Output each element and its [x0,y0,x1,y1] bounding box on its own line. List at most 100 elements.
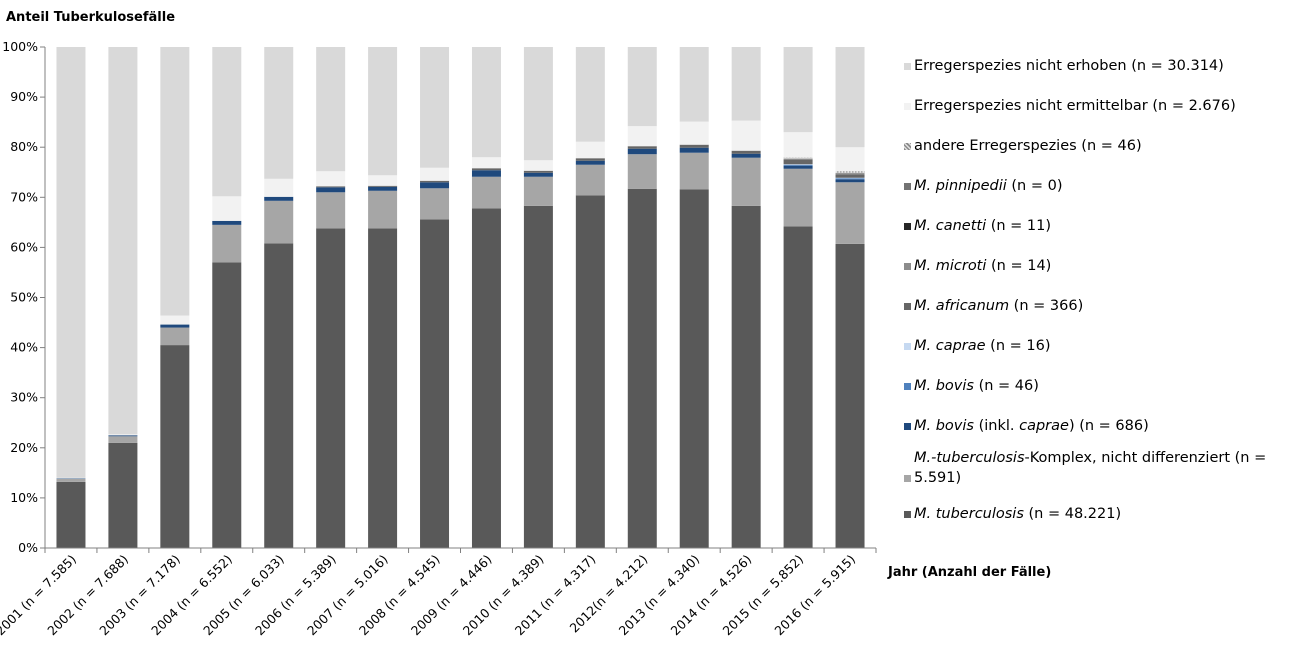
bar-segment-andere-16 [835,171,865,174]
bar-segment-nicht_erhoben-6 [316,47,346,172]
bar-segment-africanum-12 [627,146,657,149]
legend-swatch [904,223,911,230]
bar-segment-tb-14 [731,205,761,548]
bar-segment-nicht_ermittelbar-11 [575,141,605,159]
bar-segment-tb-1 [56,481,86,548]
bar-segment-africanum-9 [471,168,501,171]
y-tick-label: 70% [10,189,38,204]
bar-segment-nicht_ermittelbar-12 [627,126,657,147]
bar-segment-caprae-15 [783,164,813,165]
legend-swatch [904,511,911,518]
legend-nicht-erhoben: Erregerspezies nicht erhoben (n = 30.314… [904,56,1288,76]
y-tick-label: 30% [10,390,38,405]
bar-segment-nicht_erhoben-14 [731,47,761,121]
y-tick-label: 10% [10,490,38,505]
bar-segment-mtbc-6 [316,192,346,229]
bar-segment-mtbc-9 [471,176,501,209]
bar-segment-bovis_caprae-11 [575,160,605,165]
bar-segment-africanum-16 [835,174,865,178]
bar-segment-tb-3 [160,345,190,548]
bar-segment-mtbc-15 [783,168,813,227]
bar-segment-bovis_caprae-7 [368,186,398,191]
bar-segment-africanum-7 [368,185,398,187]
bar-segment-nicht_ermittelbar-2 [108,434,138,436]
bar-segment-nicht_ermittelbar-7 [368,175,398,186]
bar-segment-bovis_caprae-1 [56,478,86,479]
bar-segment-nicht_erhoben-3 [160,47,190,316]
bar-segment-tb-11 [575,195,605,549]
bar-segment-mtbc-3 [160,327,190,346]
legend-swatch [904,303,911,310]
legend-swatch [904,183,911,190]
bar-segment-tb-6 [316,228,346,549]
bar-segment-nicht_erhoben-10 [523,47,553,161]
bar-segment-nicht_erhoben-1 [56,47,86,478]
bar-segment-africanum-13 [679,144,709,148]
bar-segment-nicht_erhoben-12 [627,47,657,127]
bar-segment-tb-12 [627,188,657,548]
legend-canetti: M. canetti (n = 11) [904,216,1288,236]
bar-segment-nicht_erhoben-8 [420,47,450,168]
bar-segment-nicht_ermittelbar-10 [523,160,553,171]
y-tick-label: 60% [10,239,38,254]
bar-segment-mtbc-13 [679,152,709,190]
stacked-bar-chart: 0%10%20%30%40%50%60%70%80%90%100%2001 (n… [0,39,877,638]
y-tick-label: 0% [18,540,38,555]
legend-bovis: M. bovis (n = 46) [904,376,1288,396]
bar-segment-nicht_ermittelbar-16 [835,147,865,172]
bar-segment-tb-13 [679,189,709,548]
legend-label: M. tuberculosis (n = 48.221) [914,506,1122,522]
bar-segment-nicht_erhoben-7 [368,47,398,176]
bar-segment-tb-10 [523,205,553,548]
legend-label: M. canetti (n = 11) [914,218,1052,234]
bar-segment-canetti-15 [783,158,813,160]
y-tick-label: 40% [10,340,38,355]
legend-bovis-caprae: M. bovis (inkl. caprae) (n = 686) [904,416,1288,436]
legend-microti: M. microti (n = 14) [904,256,1288,276]
bar-segment-nicht_erhoben-9 [471,47,501,158]
legend-label: M.-tuberculosis-Komplex, nicht differenz… [914,450,1267,486]
legend-tuberculosis: M. tuberculosis (n = 48.221) [904,504,1288,524]
bar-segment-bovis_caprae-10 [523,172,553,177]
bar-segment-bovis_caprae-13 [679,147,709,153]
bar-segment-bovis_caprae-15 [783,165,813,169]
bar-segment-mtbc-11 [575,164,605,196]
legend-caprae: M. caprae (n = 16) [904,336,1288,356]
legend-label: M. bovis (n = 46) [914,378,1039,394]
legend-swatch [904,263,911,270]
legend-label: M. caprae (n = 16) [914,338,1051,354]
legend-swatch [904,423,911,430]
bar-segment-bovis_caprae-6 [316,187,346,193]
legend-nicht-ermittelbar: Erregerspezies nicht ermittelbar (n = 2.… [904,96,1288,116]
legend-label: M. microti (n = 14) [914,258,1052,274]
bar-segment-nicht_erhoben-2 [108,47,138,435]
bar-segment-bovis_caprae-2 [108,435,138,437]
bar-segment-bovis_caprae-5 [264,196,294,201]
legend-swatch [904,343,911,350]
bar-segment-nicht_erhoben-13 [679,47,709,122]
bar-segment-tb-16 [835,243,865,548]
legend-swatch [904,103,911,110]
bar-segment-andere-15 [783,157,813,159]
bar-segment-bovis_caprae-9 [471,170,501,177]
legend-mtbc: M.-tuberculosis-Komplex, nicht differenz… [904,448,1288,488]
bar-segment-tb-7 [368,228,398,549]
bar-segment-bovis_caprae-16 [835,179,865,183]
bar-segment-nicht_ermittelbar-5 [264,178,294,197]
bar-segment-nicht_ermittelbar-9 [471,157,501,169]
bar-segment-mtbc-12 [627,154,657,189]
bar-segment-nicht_erhoben-15 [783,47,813,133]
bar-segment-bovis-15 [783,164,813,166]
bar-segment-nicht_ermittelbar-8 [420,167,450,181]
legend-swatch [904,63,911,70]
bar-segment-bovis_caprae-8 [420,182,450,189]
bar-segment-tb-2 [108,442,138,548]
y-tick-label: 100% [2,39,38,54]
bar-segment-microti-16 [835,173,865,175]
bar-segment-nicht_ermittelbar-1 [56,477,86,479]
legend-label: Erregerspezies nicht erhoben (n = 30.314… [914,58,1224,74]
bar-segment-nicht_ermittelbar-6 [316,171,346,187]
y-tick-label: 90% [10,89,38,104]
legend-swatch [904,143,911,150]
bar-segment-africanum-11 [575,158,605,161]
